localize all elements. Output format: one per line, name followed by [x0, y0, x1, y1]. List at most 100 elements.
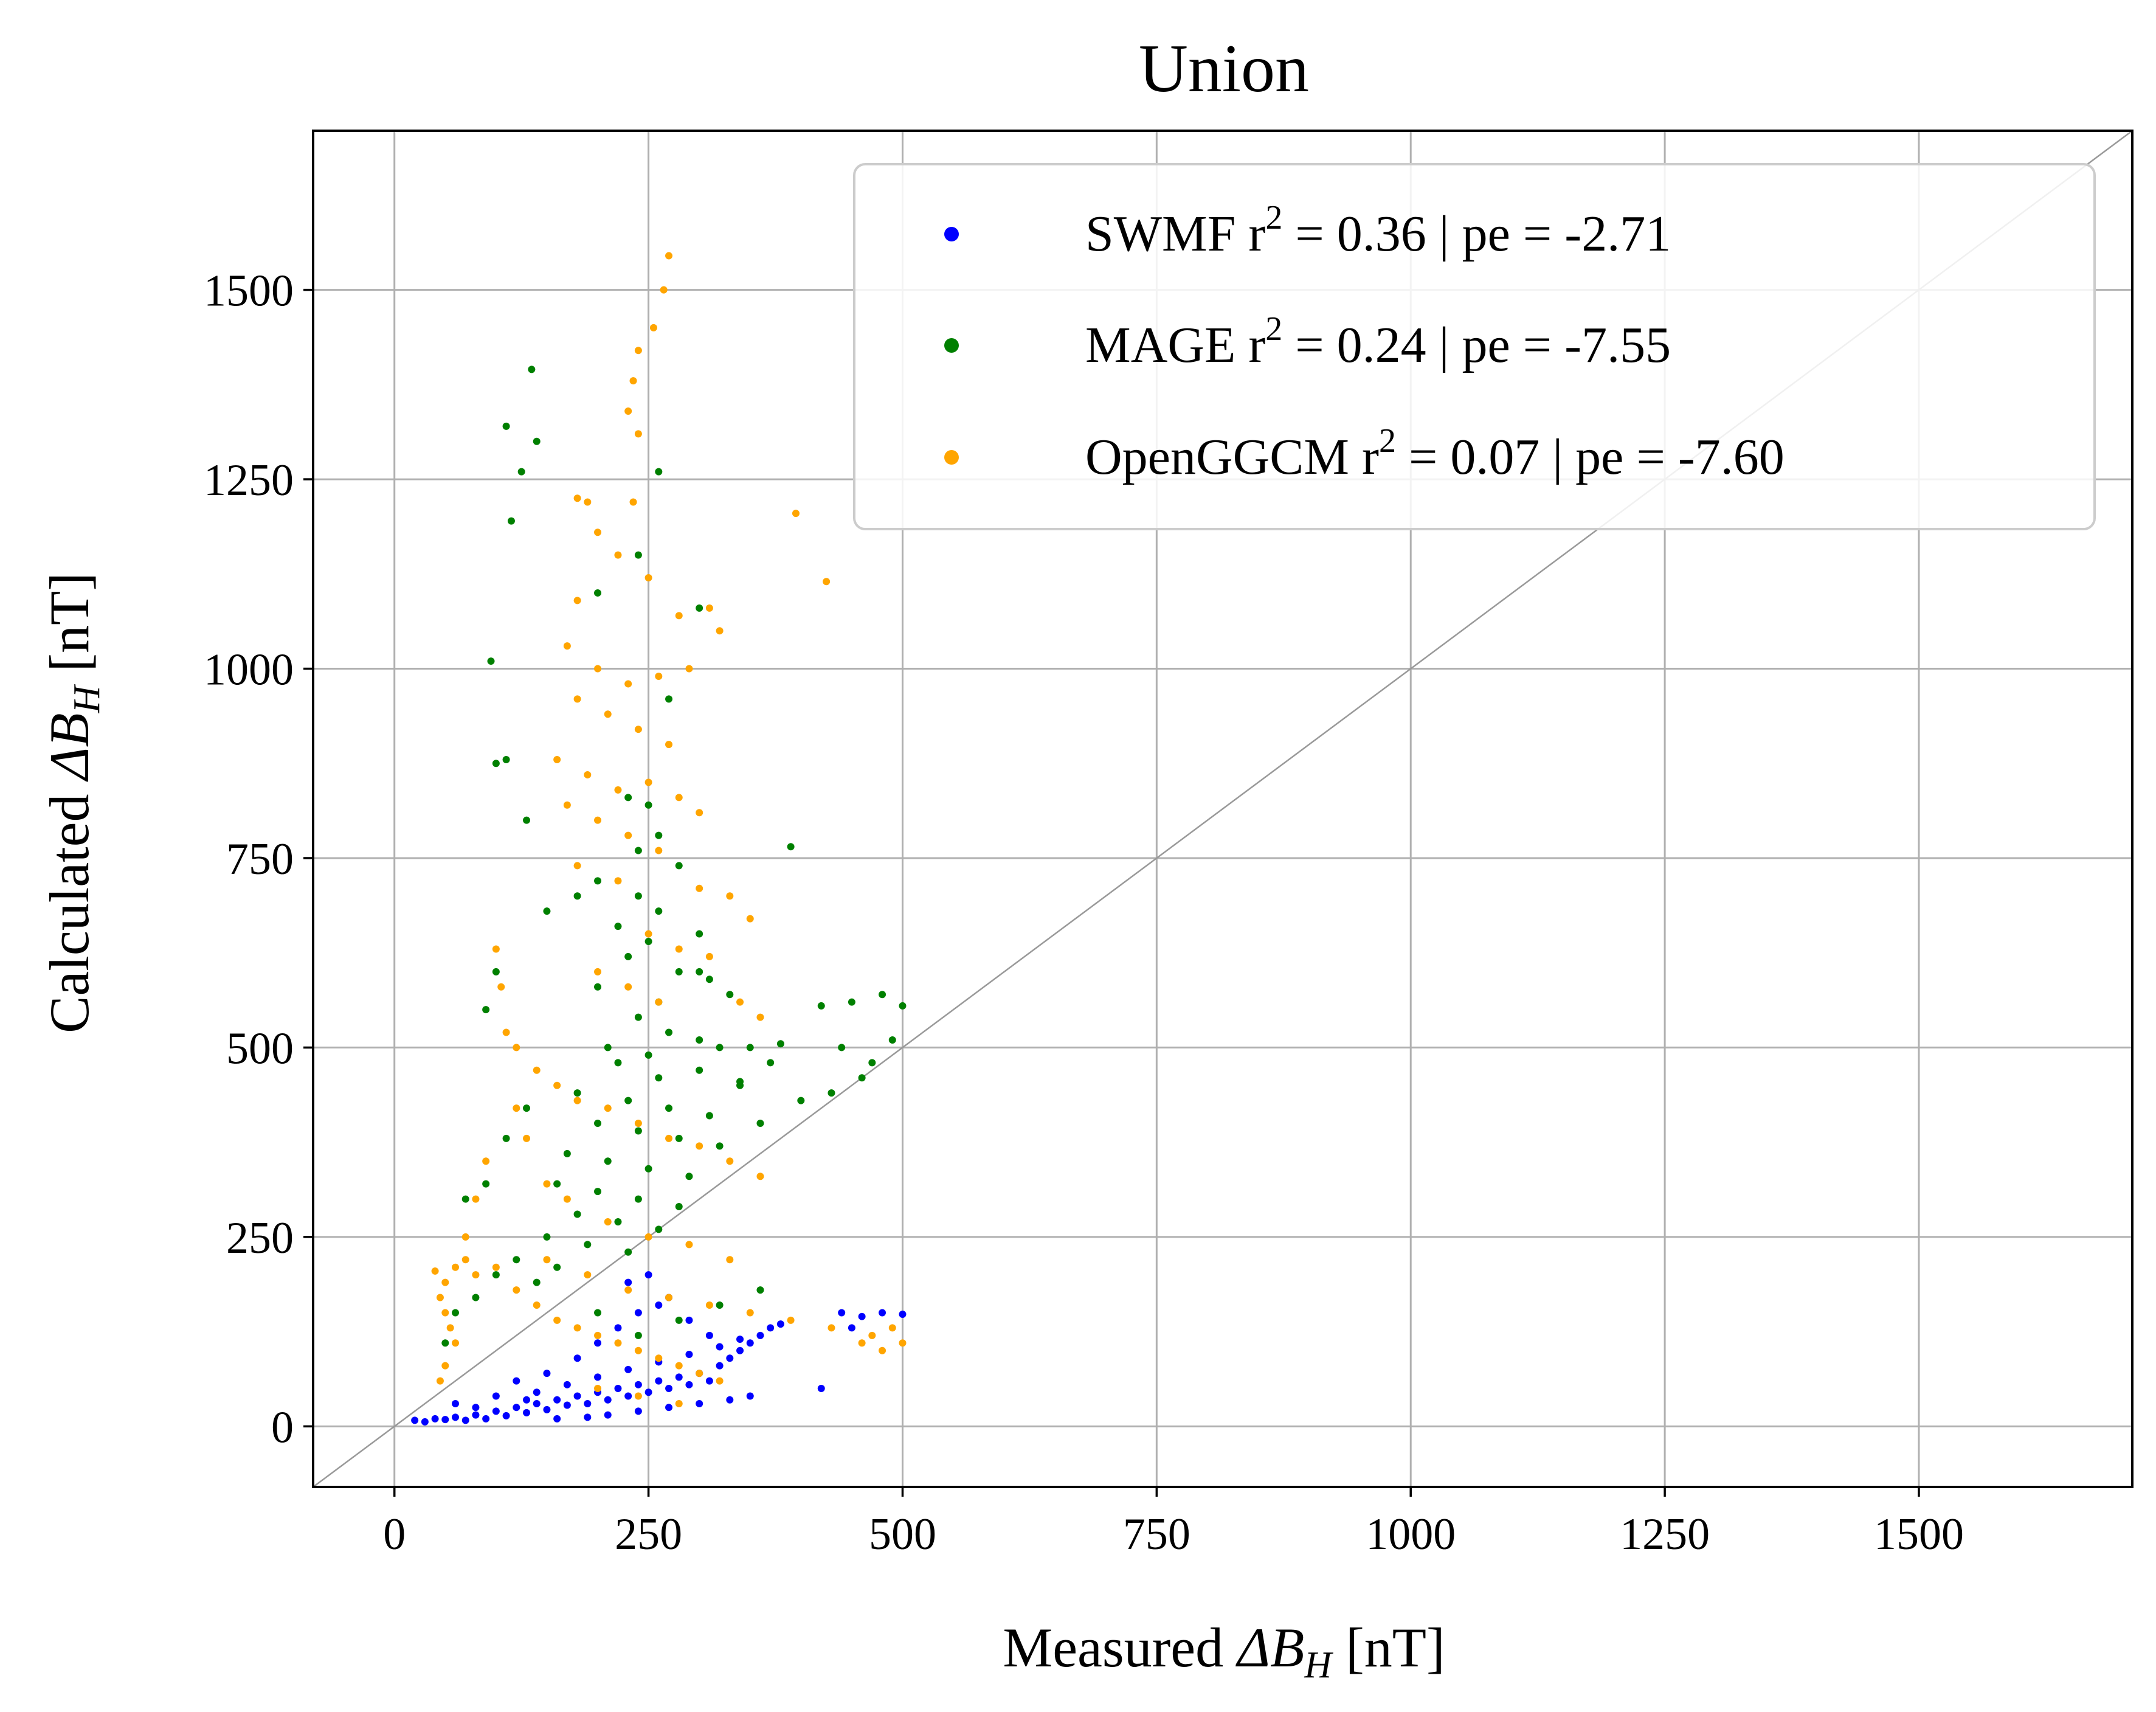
openggcm-point-5 — [624, 407, 632, 415]
mage-point-96 — [634, 1331, 642, 1339]
mage-point-38 — [696, 1036, 703, 1044]
openggcm-point-12 — [594, 529, 602, 536]
openggcm-point-102 — [868, 1331, 876, 1339]
legend-entry-swmf: SWMF r2 = 0.36 | pe = -2.71 — [944, 199, 1671, 262]
mage-point-29 — [594, 983, 602, 991]
x-axis-label-subscript: H — [1304, 1644, 1333, 1686]
mage-point-31 — [726, 991, 734, 999]
swmf-point-74 — [472, 1404, 480, 1412]
openggcm-point-53 — [502, 1028, 510, 1036]
mage-point-64 — [614, 1218, 622, 1225]
swmf-point-13 — [543, 1405, 551, 1413]
mage-point-16 — [523, 816, 531, 824]
mage-point-73 — [472, 1294, 480, 1301]
swmf-point-72 — [523, 1396, 531, 1404]
mage-point-83 — [573, 892, 581, 900]
openggcm-point-7 — [573, 494, 581, 502]
swmf-point-23 — [644, 1388, 652, 1396]
y-axis-label-symbol: ΔB — [38, 713, 100, 782]
openggcm-point-82 — [573, 1324, 581, 1332]
swmf-point-19 — [604, 1396, 612, 1404]
openggcm-point-106 — [604, 1218, 612, 1225]
mage-point-41 — [746, 1044, 754, 1052]
openggcm-point-11 — [823, 578, 831, 586]
swmf-point-12 — [533, 1399, 541, 1407]
openggcm-point-96 — [787, 1316, 795, 1324]
openggcm-point-41 — [726, 892, 734, 900]
openggcm-point-6 — [634, 430, 642, 438]
openggcm-point-67 — [452, 1263, 460, 1271]
series-openggcm — [431, 252, 907, 1407]
swmf-point-59 — [594, 1373, 602, 1381]
openggcm-point-19 — [563, 642, 571, 650]
mage-point-45 — [696, 1066, 703, 1074]
mage-point-25 — [644, 938, 652, 946]
mage-point-86 — [736, 1081, 744, 1089]
mage-point-81 — [482, 1006, 490, 1014]
openggcm-point-8 — [584, 498, 592, 506]
openggcm-point-90 — [543, 1256, 551, 1264]
swmf-point-57 — [533, 1388, 541, 1396]
legend: SWMF r2 = 0.36 | pe = -2.71 MAGE r2 = 0.… — [853, 163, 2096, 530]
mage-point-50 — [705, 1112, 713, 1120]
series-mage — [441, 366, 907, 1347]
y-axis-label: Calculated ΔBH [nT] — [38, 572, 108, 1033]
swmf-point-29 — [705, 1377, 713, 1385]
openggcm-point-50 — [756, 1013, 764, 1021]
x-axis-label-symbol: ΔB — [1235, 1617, 1304, 1679]
openggcm-point-13 — [614, 551, 622, 559]
mage-point-22 — [655, 907, 663, 915]
swmf-point-68 — [879, 1309, 886, 1317]
mage-point-71 — [492, 1271, 500, 1279]
openggcm-point-37 — [655, 847, 663, 854]
mage-point-99 — [756, 1286, 764, 1294]
swmf-point-64 — [736, 1336, 744, 1343]
mage-point-6 — [634, 551, 642, 559]
swmf-point-10 — [513, 1404, 520, 1412]
mage-point-0 — [528, 366, 536, 373]
openggcm-point-25 — [604, 710, 612, 718]
mage-point-44 — [655, 1074, 663, 1082]
legend-marker-mage — [944, 338, 959, 353]
y-tick-label-0: 0 — [271, 1402, 294, 1452]
openggcm-point-2 — [649, 324, 657, 331]
openggcm-point-44 — [675, 945, 683, 953]
swmf-point-15 — [563, 1401, 571, 1409]
swmf-point-45 — [644, 1271, 652, 1279]
swmf-point-5 — [461, 1416, 469, 1424]
swmf-point-66 — [838, 1309, 846, 1317]
openggcm-point-107 — [644, 1233, 652, 1241]
legend-label-swmf: SWMF r2 = 0.36 | pe = -2.71 — [1085, 199, 1671, 262]
mage-point-52 — [634, 1127, 642, 1135]
swmf-point-0 — [411, 1416, 419, 1424]
swmf-point-17 — [584, 1399, 592, 1407]
x-tick-label-1: 250 — [615, 1509, 682, 1559]
openggcm-point-9 — [629, 498, 637, 506]
x-tick-label-2: 500 — [869, 1509, 936, 1559]
mage-point-36 — [634, 1013, 642, 1021]
swmf-point-27 — [685, 1381, 693, 1388]
swmf-point-53 — [665, 1404, 673, 1412]
swmf-point-52 — [634, 1407, 642, 1415]
mage-point-98 — [716, 1301, 724, 1309]
chart-title: Union — [1139, 31, 1309, 106]
mage-point-5 — [507, 517, 515, 525]
openggcm-point-21 — [624, 680, 632, 688]
openggcm-point-39 — [614, 877, 622, 885]
swmf-point-44 — [624, 1278, 632, 1286]
mage-point-51 — [594, 1120, 602, 1128]
swmf-point-55 — [726, 1396, 734, 1404]
swmf-point-73 — [452, 1399, 460, 1407]
openggcm-point-17 — [705, 604, 713, 612]
mage-point-61 — [634, 1195, 642, 1203]
series-swmf — [411, 1271, 907, 1426]
openggcm-point-48 — [655, 998, 663, 1006]
mage-point-66 — [543, 1233, 551, 1241]
openggcm-point-35 — [594, 816, 602, 824]
swmf-point-36 — [776, 1320, 784, 1328]
mage-point-69 — [513, 1256, 520, 1264]
openggcm-point-75 — [436, 1377, 444, 1385]
swmf-point-62 — [685, 1350, 693, 1358]
mage-point-13 — [624, 794, 632, 802]
